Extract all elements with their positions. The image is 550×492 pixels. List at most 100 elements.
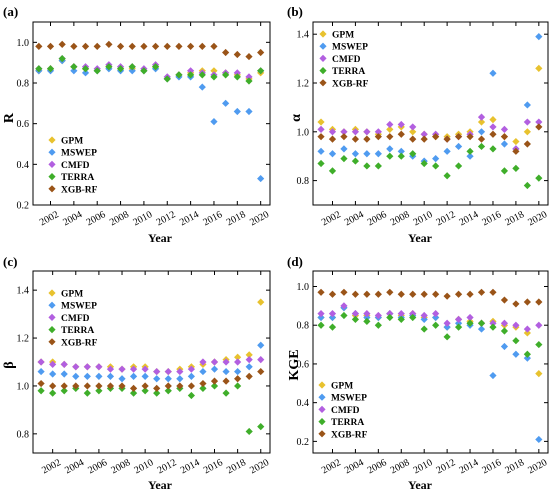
panel-d-y-tick-label: 0.2	[297, 437, 310, 448]
panel-b-label: (b)	[287, 4, 303, 19]
panel-c-x-tick-label: 2004	[63, 457, 86, 476]
panel-d-frame	[312, 270, 549, 454]
panel-b-legend-label-gpm: GPM	[332, 31, 354, 41]
panel-d-x-tick-label: 2010	[412, 457, 435, 476]
panel-c-point-terra	[210, 382, 219, 390]
panel-d-point-xgb-rf	[374, 290, 382, 298]
panel-a-point-terra	[70, 63, 78, 71]
panel-c-series-xgb-rf	[37, 367, 265, 392]
panel-d-legend-label-gpm: GPM	[331, 382, 353, 392]
panel-b-point-terra	[443, 172, 451, 180]
panel-b-point-mswep	[432, 155, 440, 163]
panel-b-point-gpm	[477, 118, 486, 126]
panel-a-point-terra	[198, 71, 206, 79]
panel-b-frame	[312, 21, 549, 206]
panel-d-point-mswep	[512, 350, 520, 358]
panel-d-point-mswep	[432, 313, 440, 322]
panel-c-point-terra	[37, 387, 45, 395]
panel-d-point-gpm	[523, 329, 531, 337]
panel-c-point-terra	[141, 387, 149, 395]
panel-b-point-xgb-rf	[454, 133, 463, 141]
panel-b-x-axis-label: Year	[408, 231, 433, 245]
panel-d-x-tick-label: 2012	[435, 457, 458, 476]
panel-b-point-terra	[386, 152, 394, 160]
panel-a-legend-label-gpm: GPM	[61, 137, 83, 147]
panel-b-y-axis-label: α	[289, 114, 304, 122]
panel-b-legend-marker-terra	[319, 67, 327, 75]
panel-d-point-cmfd	[466, 313, 474, 322]
panel-a-x-tick-label: 2020	[248, 209, 271, 228]
panel-d-point-xgb-rf	[328, 290, 337, 298]
panel-a-point-xgb-rf	[198, 42, 206, 50]
panel-c-x-tick-label: 2012	[156, 457, 179, 476]
panel-b-point-gpm	[317, 118, 325, 126]
panel-b-point-mswep	[454, 142, 463, 151]
panel-a-point-xgb-rf	[175, 42, 183, 50]
panel-b-point-cmfd	[523, 118, 531, 126]
panel-b-point-gpm	[386, 125, 394, 133]
panel-a-y-tick-label: 1.0	[17, 38, 30, 49]
panel-a-point-terra	[46, 65, 55, 73]
panel-b-point-mswep	[374, 150, 382, 158]
panel-b-point-cmfd	[397, 120, 405, 129]
panel-d-x-tick-label: 2014	[457, 457, 480, 476]
panel-d-point-terra	[500, 327, 509, 335]
panel-d-point-mswep	[477, 325, 486, 333]
panel-d-x-tick-label: 2006	[366, 457, 389, 476]
panel-b-point-terra	[363, 162, 371, 170]
panel-d-point-xgb-rf	[477, 288, 486, 296]
panel-b-legend-label-xgb-rf: XGB-RF	[332, 79, 369, 89]
panel-d-point-cmfd	[535, 321, 543, 329]
panel-a-legend: GPM MSWEP CMFD TERRA XGB-RF	[48, 136, 98, 195]
panel-c-point-mswep	[118, 375, 126, 383]
panel-c-y-axis-label: β	[2, 361, 17, 368]
panel-a-point-terra	[233, 73, 241, 81]
panel-a-point-terra	[187, 71, 195, 79]
panel-a-legend-label-cmfd: CMFD	[61, 161, 90, 171]
panel-a-legend-marker-gpm	[48, 136, 56, 144]
panel-c-point-mswep	[187, 372, 195, 380]
panel-c-point-mswep	[141, 372, 149, 380]
panel-c-point-cmfd	[199, 358, 207, 366]
panel-d-x-tick-label: 2018	[503, 457, 526, 476]
panel-d-point-mswep	[328, 313, 337, 322]
panel-a-point-xgb-rf	[70, 42, 78, 50]
panel-b-point-xgb-rf	[523, 140, 531, 148]
panel-c-point-xgb-rf	[164, 382, 172, 390]
panel-c-point-mswep	[222, 367, 230, 376]
panel-d-y-axis-label: KGE	[287, 349, 302, 380]
panel-c-point-cmfd	[257, 356, 265, 364]
panel-c-point-terra	[257, 423, 265, 431]
panel-a-point-xgb-rf	[105, 40, 113, 48]
panel-a-x-tick-label: 2006	[85, 209, 108, 228]
panel-c-point-xgb-rf	[49, 382, 57, 390]
panel-b-point-cmfd	[409, 123, 417, 131]
panel-d-point-terra	[523, 350, 531, 358]
panel-a-legend-label-terra: TERRA	[61, 173, 94, 183]
panel-b-point-terra	[397, 152, 405, 160]
panel-d-point-terra	[512, 337, 520, 345]
panel-d-point-cmfd	[317, 309, 325, 318]
panel-a-point-xgb-rf	[233, 50, 241, 59]
panel-c-point-cmfd	[141, 365, 149, 373]
panel-b-point-mswep	[351, 150, 360, 158]
panel-d-legend-label-xgb-rf: XGB-RF	[331, 430, 368, 440]
panel-a-y-tick-label: 0.2	[17, 201, 30, 212]
panel-b-x-tick-label: 2010	[412, 209, 435, 228]
panel-a-point-mswep	[128, 67, 136, 75]
panel-b-legend-marker-gpm	[319, 30, 327, 38]
panel-c-point-cmfd	[129, 365, 138, 373]
panel-c-point-cmfd	[83, 363, 91, 371]
panel-d-point-xgb-rf	[397, 290, 405, 298]
panel-d-legend-marker-gpm	[318, 381, 326, 389]
panel-d-legend-marker-mswep	[318, 393, 326, 401]
panel-c-point-mswep	[199, 367, 207, 376]
panel-b-point-xgb-rf	[489, 130, 497, 138]
panel-b-point-xgb-rf	[466, 133, 474, 141]
panel-b-series-xgb-rf	[317, 123, 543, 155]
panel-d-point-cmfd	[340, 302, 348, 310]
panel-c-point-mswep	[153, 375, 161, 383]
panel-b-point-xgb-rf	[420, 135, 428, 143]
